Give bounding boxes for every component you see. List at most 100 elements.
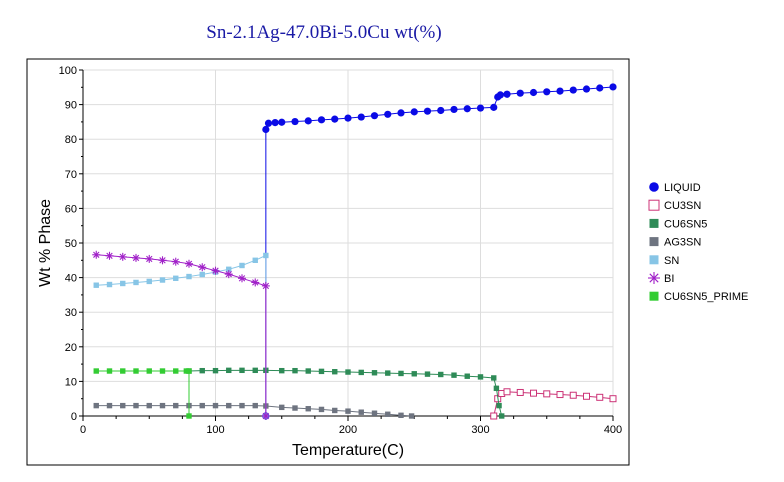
series-cu6sn5-prime	[93, 368, 192, 419]
point-sn	[252, 257, 258, 263]
x-tick-label: 0	[80, 424, 86, 436]
point-bi	[92, 250, 101, 259]
point-cu3sn	[609, 395, 617, 403]
asterisk-stroke	[119, 253, 126, 261]
point-sn	[120, 280, 126, 287]
point-ag3sn	[305, 406, 311, 412]
point-liquid	[582, 85, 591, 93]
asterisk-stroke	[252, 279, 259, 286]
legend-marker-bi	[648, 272, 660, 284]
point-liquid	[410, 108, 418, 116]
asterisk-stroke	[649, 273, 659, 283]
legend-marker-liquid	[649, 182, 659, 192]
point-bi	[132, 253, 140, 262]
point-cu6sn5-prime	[159, 368, 166, 374]
series-layer	[92, 83, 617, 420]
point-cu6sn5	[371, 370, 378, 376]
point-liquid	[516, 89, 524, 97]
point-cu6sn5	[332, 369, 338, 375]
point-cu6sn5-prime	[186, 368, 192, 374]
x-axis-title: Temperature(C)	[292, 442, 404, 459]
point-cu6sn5-prime	[146, 368, 152, 374]
y-tick-label: 90	[65, 100, 77, 112]
point-liquid	[556, 87, 564, 95]
point-liquid	[543, 88, 551, 96]
asterisk-stroke	[106, 252, 113, 259]
point-liquid	[423, 107, 432, 115]
point-ag3sn	[159, 402, 166, 409]
legend-label-sn: SN	[664, 255, 679, 267]
point-cu6sn5	[345, 369, 351, 375]
series-bi	[92, 250, 270, 420]
legend-label-cu3sn: CU3SN	[664, 200, 701, 212]
point-liquid	[291, 117, 299, 126]
point-ag3sn	[239, 402, 245, 409]
legend-marker-cu6sn5	[649, 218, 659, 228]
point-liquid	[463, 105, 471, 113]
point-ag3sn	[133, 402, 139, 409]
legend-marker-sn	[649, 255, 659, 265]
asterisk-stroke	[132, 254, 140, 262]
point-cu6sn5	[385, 370, 391, 376]
point-ag3sn	[408, 413, 415, 419]
point-cu6sn5	[305, 368, 311, 374]
point-cu6sn5-prime	[106, 368, 113, 374]
point-cu6sn5	[279, 367, 285, 374]
x-tick-label: 300	[471, 424, 489, 436]
y-tick-label: 80	[65, 134, 77, 146]
point-bi	[198, 263, 207, 272]
series-ag3sn	[93, 402, 415, 419]
point-ag3sn	[106, 402, 113, 409]
point-cu6sn5	[496, 402, 502, 409]
point-liquid	[569, 86, 577, 94]
point-liquid	[344, 114, 352, 122]
point-liquid	[384, 110, 392, 118]
point-cu3sn	[530, 389, 537, 397]
point-cu6sn5	[358, 369, 364, 376]
point-ag3sn	[332, 407, 338, 414]
point-liquid	[317, 116, 326, 124]
point-sn	[159, 277, 166, 283]
asterisk-stroke	[212, 267, 219, 274]
point-liquid	[370, 112, 379, 120]
asterisk-stroke	[238, 275, 246, 282]
point-liquid	[331, 115, 339, 123]
point-liquid	[278, 118, 286, 126]
point-liquid	[264, 119, 273, 127]
y-tick-label: 30	[65, 307, 77, 319]
legend-marker-ag3sn	[649, 237, 659, 247]
asterisk-stroke	[262, 282, 270, 290]
point-liquid	[262, 125, 270, 134]
point-cu6sn5	[252, 367, 258, 374]
point-bi	[238, 274, 246, 283]
point-ag3sn	[146, 402, 152, 409]
point-sn	[93, 282, 99, 288]
point-cu6sn5	[212, 367, 219, 374]
point-liquid	[437, 106, 445, 115]
point-cu6sn5	[411, 371, 417, 377]
legend-label-cu6sn5: CU6SN5	[664, 218, 707, 230]
point-ag3sn	[252, 402, 258, 409]
grid	[82, 69, 614, 417]
y-tick-label: 60	[65, 203, 77, 215]
point-cu6sn5-prime	[93, 368, 99, 374]
y-tick-label: 10	[65, 376, 77, 388]
point-cu6sn5-prime	[186, 413, 192, 419]
point-ag3sn	[279, 404, 285, 411]
asterisk-stroke	[146, 255, 153, 263]
point-ag3sn	[345, 408, 351, 414]
point-ag3sn	[93, 402, 99, 409]
point-cu3sn	[490, 412, 498, 420]
point-cu6sn5	[424, 371, 431, 377]
point-sn	[106, 281, 113, 288]
point-cu6sn5	[451, 372, 457, 378]
series-cu6sn5	[186, 367, 505, 419]
point-cu3sn	[569, 391, 577, 399]
point-sn	[186, 273, 192, 280]
legend-label-ag3sn: AG3SN	[664, 237, 701, 249]
point-ag3sn	[199, 402, 205, 409]
point-cu6sn5	[398, 370, 404, 377]
point-bi	[118, 252, 127, 261]
point-ag3sn	[173, 402, 179, 409]
